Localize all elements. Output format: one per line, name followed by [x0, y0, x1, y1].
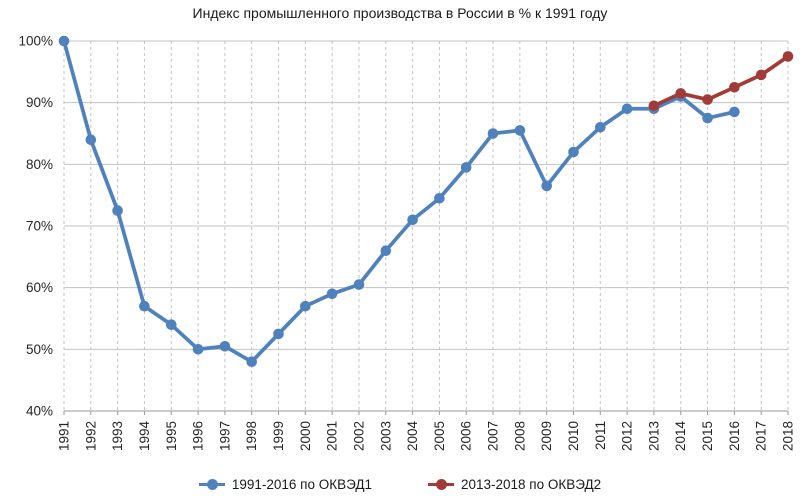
x-axis-label: 1993 [110, 421, 125, 451]
x-axis-label: 2013 [646, 421, 661, 451]
x-axis-label: 2008 [512, 421, 527, 451]
series-line-0 [62, 39, 737, 364]
data-point [702, 112, 713, 124]
data-point [782, 51, 794, 62]
data-point [353, 279, 365, 290]
data-point [300, 300, 311, 312]
x-axis-label: 2016 [727, 421, 742, 451]
data-point [755, 69, 767, 81]
legend-marker-okved2-icon [428, 479, 454, 490]
x-axis-label: 2014 [673, 421, 688, 452]
data-point [273, 328, 284, 340]
x-axis-label: 1997 [217, 421, 232, 451]
x-axis-label: 2004 [405, 421, 420, 452]
y-axis-label: 80% [26, 157, 53, 172]
legend-marker-okved1-icon [198, 479, 225, 490]
legend-item-okved1: 1991-2016 по ОКВЭД1 [198, 477, 372, 492]
data-point [514, 125, 526, 136]
data-point [326, 288, 338, 300]
x-axis-label: 2005 [432, 421, 447, 451]
data-point [595, 122, 606, 133]
x-axis-label: 1996 [191, 421, 206, 451]
x-axis-label: 2000 [298, 421, 313, 451]
data-point [407, 214, 418, 226]
legend-label-okved2: 2013-2018 по ОКВЭД2 [461, 477, 602, 492]
x-axis-label: 1991 [57, 421, 72, 451]
x-axis-label: 1999 [271, 421, 286, 451]
data-point [460, 162, 472, 173]
data-point [702, 94, 713, 105]
x-axis-label: 1994 [137, 421, 152, 452]
data-point [675, 88, 686, 99]
x-axis-label: 2010 [566, 421, 581, 451]
x-axis-label: 2002 [351, 421, 366, 451]
data-point [729, 106, 740, 118]
data-point [166, 319, 177, 331]
data-point [487, 128, 499, 139]
data-point [58, 35, 70, 47]
chart-title: Индекс промышленного производства в Росс… [192, 5, 608, 21]
x-axis-label: 2007 [486, 421, 501, 451]
data-point [621, 103, 633, 115]
x-axis-label: 2011 [593, 421, 608, 450]
y-axis-label: 50% [26, 342, 53, 357]
y-axis-label: 90% [26, 95, 53, 110]
data-point [729, 82, 740, 93]
x-axis-label: 2018 [781, 421, 796, 451]
data-point [192, 344, 204, 355]
y-axis-label: 40% [26, 404, 53, 419]
x-axis-label: 2006 [459, 421, 474, 451]
x-axis-label: 2017 [754, 421, 769, 451]
data-point [541, 180, 552, 192]
plot-area: 40% 50% 60% 70% 80% 90% 100% 1991 1992 1993 1994 19… [18, 34, 796, 452]
data-point [434, 193, 445, 204]
data-point [112, 205, 123, 216]
data-point [568, 146, 579, 158]
x-axis-label: 2003 [378, 421, 393, 451]
legend: 1991-2016 по ОКВЭД1 2013-2018 по ОКВЭД2 [0, 477, 800, 492]
x-axis-label: 2001 [325, 421, 340, 451]
legend-label-okved1: 1991-2016 по ОКВЭД1 [231, 477, 372, 492]
x-axis-label: 1995 [164, 421, 179, 451]
data-point [648, 100, 660, 112]
legend-item-okved2: 2013-2018 по ОКВЭД2 [428, 477, 601, 492]
x-axis-label: 2009 [539, 421, 554, 451]
x-axis-label: 2015 [700, 421, 715, 451]
data-point [380, 245, 392, 256]
x-axis-label: 2012 [620, 421, 635, 451]
data-point [85, 134, 97, 145]
x-axis-label: 1998 [244, 421, 259, 451]
y-axis-label: 70% [26, 219, 53, 234]
y-axis-label: 60% [26, 280, 53, 295]
data-point [139, 300, 150, 312]
y-axis-label: 100% [18, 34, 53, 49]
data-point [246, 356, 257, 368]
x-axis-label: 1992 [83, 421, 98, 451]
data-point [219, 341, 231, 352]
series-line-1 [652, 54, 790, 108]
